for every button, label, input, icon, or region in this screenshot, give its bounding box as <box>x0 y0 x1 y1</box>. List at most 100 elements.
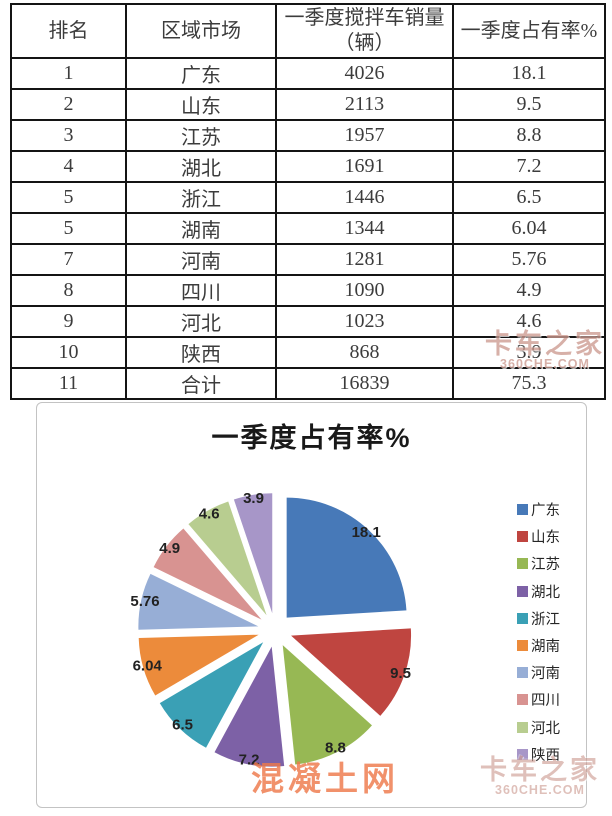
cell-rank: 7 <box>10 243 127 276</box>
cell-region: 江苏 <box>125 119 277 152</box>
cell-region: 湖南 <box>125 212 277 245</box>
cell-region: 广东 <box>125 57 277 90</box>
cell-rank: 9 <box>10 305 127 338</box>
pie-slice-四川 <box>153 528 262 620</box>
cell-sales: 1691 <box>275 150 454 183</box>
legend-label: 广东 <box>531 503 560 520</box>
legend-label: 浙江 <box>531 611 560 628</box>
cell-region: 河南 <box>125 243 277 276</box>
cell-share: 6.5 <box>452 181 606 214</box>
cell-rank: 11 <box>10 367 127 400</box>
pie-slice-label: 4.9 <box>159 540 180 557</box>
legend-label: 河南 <box>531 666 560 683</box>
legend-item-5: 浙江 <box>517 605 560 632</box>
pie-slice-label: 4.6 <box>199 505 220 522</box>
legend-label: 湖北 <box>531 584 560 601</box>
cell-rank: 5 <box>10 181 127 214</box>
pie-slice-浙江 <box>159 642 264 748</box>
legend-swatch-icon <box>517 558 528 570</box>
header-sales-line1: 一季度搅拌车销量 <box>284 7 445 29</box>
pie-slice-湖北 <box>214 646 285 767</box>
pie-slice-江苏 <box>282 645 372 765</box>
legend-item-6: 湖南 <box>517 632 560 659</box>
table-row: 5 浙江 1446 6.5 <box>10 181 606 214</box>
pie-slice-label: 6.5 <box>172 717 193 734</box>
table-header-row: 排名 区域市场 一季度搅拌车销量 （辆） 一季度占有率% <box>10 3 606 59</box>
cell-share: 4.6 <box>452 305 606 338</box>
pie-chart-panel: 18.1 9.5 8.8 7.2 6.5 6.04 5.76 4.9 4.6 3.9 一季度占有率… <box>36 402 597 808</box>
cell-rank: 5 <box>10 212 127 245</box>
cell-share: 3.9 <box>452 336 606 369</box>
cell-region: 四川 <box>125 274 277 307</box>
cell-share: 5.76 <box>452 243 606 276</box>
legend-label: 河北 <box>531 720 560 737</box>
cell-share: 75.3 <box>452 367 606 400</box>
legend-item-1: 广东 <box>517 496 560 523</box>
chart-title: 一季度占有率% <box>211 423 412 453</box>
pie-slice-湖南 <box>138 634 259 696</box>
pie-slice-河南 <box>138 573 259 630</box>
pie-slice-label: 18.1 <box>352 524 381 541</box>
watermark-360che-top-text: 卡车之家 <box>485 329 605 359</box>
pie-slice-label: 3.9 <box>243 490 264 507</box>
pie-slice-河北 <box>188 501 267 616</box>
cell-share: 6.04 <box>452 212 606 245</box>
watermark-concrete: 混凝土网 <box>251 760 399 797</box>
legend-swatch-icon <box>517 721 528 733</box>
cell-rank: 3 <box>10 119 127 152</box>
watermark-360che-top-subtext: 360CHE.COM <box>500 357 590 372</box>
q1-mixer-sales-table: 排名 区域市场 一季度搅拌车销量 （辆） 一季度占有率% 1 广东 4026 18.1… <box>10 3 606 400</box>
pie-slice-陕西 <box>233 493 273 614</box>
legend-label: 山东 <box>531 530 560 547</box>
legend-swatch-icon <box>517 640 528 652</box>
pie-slice-label: 7.2 <box>239 751 260 768</box>
legend-label: 陕西 <box>531 747 560 764</box>
header-region: 区域市场 <box>125 3 277 59</box>
table-row: 1 广东 4026 18.1 <box>10 57 606 90</box>
legend-item-8: 四川 <box>517 686 560 713</box>
cell-region: 浙江 <box>125 181 277 214</box>
table-row: 10 陕西 868 3.9 <box>10 336 606 369</box>
watermark-360che-bottom-subtext: 360CHE.COM <box>495 783 585 798</box>
legend-swatch-icon <box>517 531 528 543</box>
pie-chart: 18.1 9.5 8.8 7.2 6.5 6.04 5.76 4.9 4.6 3.9 <box>130 490 412 768</box>
watermark-360che-bottom: 卡车之家 360CHE.COM <box>477 756 603 797</box>
legend-item-4: 湖北 <box>517 578 560 605</box>
cell-share: 8.8 <box>452 119 606 152</box>
header-share: 一季度占有率% <box>452 3 606 59</box>
legend-item-9: 河北 <box>517 714 560 741</box>
cell-sales: 1446 <box>275 181 454 214</box>
cell-region: 合计 <box>125 367 277 400</box>
pie-slice-广东 <box>286 497 407 618</box>
legend-swatch-icon <box>517 667 528 679</box>
legend-swatch-icon <box>517 504 528 516</box>
legend-label: 湖南 <box>531 639 560 656</box>
legend-item-10: 陕西 <box>517 741 560 768</box>
cell-share: 4.9 <box>452 274 606 307</box>
watermark-360che-top: 卡车之家 360CHE.COM <box>482 330 608 371</box>
legend-swatch-icon <box>517 612 528 624</box>
pie-slice-label: 5.76 <box>130 593 159 610</box>
watermark-360che-bottom-text: 卡车之家 <box>480 755 600 785</box>
cell-sales: 1023 <box>275 305 454 338</box>
table-row: 3 江苏 1957 8.8 <box>10 119 606 152</box>
cell-sales: 868 <box>275 336 454 369</box>
legend-label: 江苏 <box>531 557 560 574</box>
header-sales: 一季度搅拌车销量 （辆） <box>275 3 454 59</box>
cell-rank: 1 <box>10 57 127 90</box>
table-row: 8 四川 1090 4.9 <box>10 274 606 307</box>
table-row: 5 湖南 1344 6.04 <box>10 212 606 245</box>
cell-region: 山东 <box>125 88 277 121</box>
cell-sales: 2113 <box>275 88 454 121</box>
cell-share: 7.2 <box>452 150 606 183</box>
cell-sales: 1957 <box>275 119 454 152</box>
cell-share: 18.1 <box>452 57 606 90</box>
legend-item-2: 山东 <box>517 523 560 550</box>
legend-swatch-icon <box>517 748 528 760</box>
header-rank: 排名 <box>10 3 127 59</box>
table-row: 9 河北 1023 4.6 <box>10 305 606 338</box>
cell-sales: 16839 <box>275 367 454 400</box>
legend-item-7: 河南 <box>517 659 560 686</box>
pie-slice-label: 6.04 <box>133 658 163 675</box>
cell-region: 河北 <box>125 305 277 338</box>
